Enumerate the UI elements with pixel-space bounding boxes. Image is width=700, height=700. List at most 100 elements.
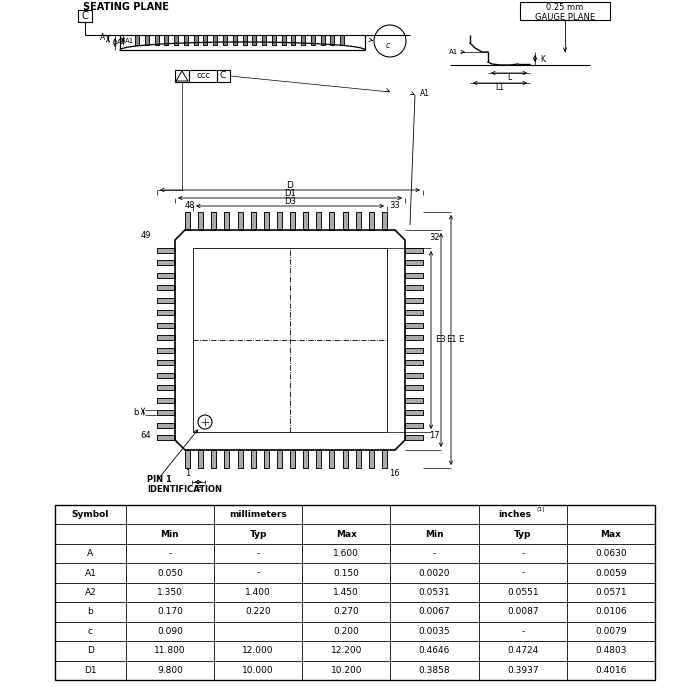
Bar [290,212,295,230]
Bar [262,35,266,45]
Bar [405,335,423,340]
Bar [330,212,335,230]
Text: 1.350: 1.350 [157,588,183,597]
Bar [405,298,423,302]
Text: 48: 48 [185,202,195,211]
Bar [405,347,423,353]
Bar [157,398,175,402]
Bar [316,212,321,230]
Bar [157,310,175,315]
Text: C: C [220,71,226,80]
Bar [157,272,175,277]
Text: 0.170: 0.170 [157,608,183,617]
Text: (1): (1) [536,507,545,512]
Bar [157,385,175,390]
Bar [242,35,246,45]
Bar [174,35,178,45]
Bar [157,310,175,315]
Text: e: e [195,484,201,493]
Bar [225,450,230,468]
Bar [301,35,305,45]
Text: Typ: Typ [514,530,531,539]
Bar [405,285,423,290]
Text: 1.450: 1.450 [333,588,359,597]
Text: L1: L1 [496,83,505,92]
Bar [155,35,158,45]
Bar [303,212,308,230]
Bar [330,450,335,468]
Bar [225,450,230,468]
Bar [405,298,423,302]
Bar [157,347,175,353]
Text: 0.3858: 0.3858 [419,666,450,675]
Text: A2: A2 [85,588,97,597]
Text: 0.0020: 0.0020 [419,568,450,578]
Bar [405,360,423,365]
Text: D1: D1 [84,666,97,675]
Bar [356,450,360,468]
Bar [405,248,423,253]
Text: b: b [88,608,93,617]
Bar [155,35,158,45]
Bar [157,298,175,302]
Text: 11.800: 11.800 [154,646,186,655]
Bar [211,212,216,230]
Bar [251,450,256,468]
Bar [157,248,175,253]
Bar [214,35,217,45]
Text: D: D [286,181,293,190]
Text: 0.4724: 0.4724 [507,646,538,655]
Bar [290,450,295,468]
Bar [185,450,190,468]
Bar [405,323,423,328]
Text: 10.200: 10.200 [330,666,362,675]
Bar [198,212,203,230]
Bar [369,212,374,230]
Text: 0.0630: 0.0630 [595,549,626,558]
Bar [145,35,149,45]
Text: K: K [540,55,545,64]
Text: 0.4016: 0.4016 [595,666,626,675]
Text: 0.0079: 0.0079 [595,627,626,636]
Bar [281,35,286,45]
Bar [251,212,256,230]
Text: Max: Max [601,530,622,539]
Bar [145,35,149,45]
Bar [382,212,387,230]
Bar [157,423,175,428]
Bar [405,360,423,365]
Bar [211,450,216,468]
Text: -: - [256,549,260,558]
Text: -: - [168,549,172,558]
Bar [157,260,175,265]
Text: E1: E1 [446,335,456,344]
Bar [237,212,242,230]
Text: Max: Max [336,530,357,539]
Bar [405,335,423,340]
Bar [369,212,374,230]
Bar [211,212,216,230]
Bar [330,35,335,45]
Bar [157,360,175,365]
Bar [78,10,92,22]
Bar [237,450,242,468]
Text: 0.220: 0.220 [245,608,271,617]
Bar [405,410,423,415]
Bar [157,323,175,328]
Text: A1: A1 [420,88,430,97]
Text: 33: 33 [389,202,400,211]
Text: 0.4646: 0.4646 [419,646,450,655]
Text: E3: E3 [435,335,446,344]
Bar [264,450,269,468]
Text: 12.200: 12.200 [330,646,362,655]
Bar [290,212,295,230]
Bar [405,435,423,440]
Bar [251,212,256,230]
Bar [316,450,321,468]
Bar [198,450,203,468]
Bar [262,35,266,45]
Bar [214,35,217,45]
Bar [405,372,423,377]
Bar [157,335,175,340]
Bar [277,450,282,468]
